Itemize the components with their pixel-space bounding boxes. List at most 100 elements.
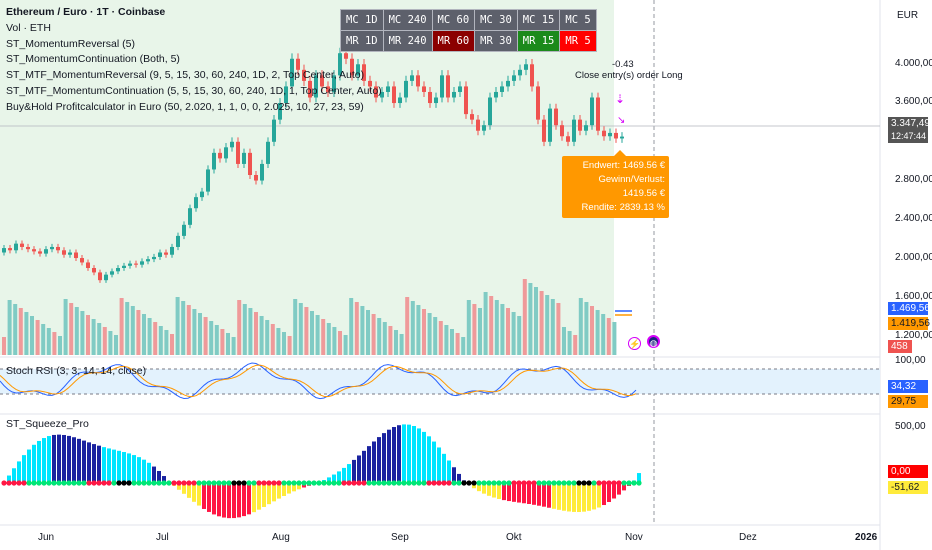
squeeze-dot (616, 480, 622, 486)
squeeze-dot (561, 480, 567, 486)
legend-item[interactable]: Vol · ETH (6, 21, 51, 34)
volume-bar (494, 300, 499, 355)
symbol-title[interactable]: Ethereum / Euro · 1T · Coinbase (6, 6, 166, 18)
candle-body (362, 64, 366, 81)
legend-item[interactable]: ST_MomentumContinuation (Both, 5) (6, 53, 180, 66)
squeeze-dot (516, 480, 522, 486)
candle-body (158, 252, 162, 257)
candle-body (98, 272, 102, 281)
legend-item[interactable]: ST_MTF_MomentumReversal (9, 5, 15, 30, 6… (6, 69, 365, 82)
volume-bar (416, 305, 421, 355)
volume-bar (338, 331, 342, 355)
candle-body (608, 132, 612, 137)
candle-body (146, 259, 150, 262)
squeeze-dot (26, 480, 32, 486)
squeeze-dot (326, 480, 332, 486)
candle-body (560, 125, 564, 137)
squeeze-dot (21, 480, 27, 486)
volume-bar (114, 335, 118, 355)
stoch-rsi-pane (0, 362, 880, 400)
squeeze-dot (436, 480, 442, 486)
candle-body (38, 251, 42, 254)
indicator-legend: Ethereum / Euro · 1T · Coinbase Vol · ET… (6, 5, 382, 116)
candle-body (92, 268, 96, 273)
mtf-cell: MC 15 (516, 9, 561, 31)
volume-bar (282, 332, 286, 355)
globe-icon[interactable]: ◍ (647, 335, 660, 348)
volume-bar (209, 321, 214, 355)
candle-body (584, 125, 588, 131)
squeeze-bar (527, 483, 531, 504)
mtf-cell: MC 30 (474, 9, 518, 31)
volume-bar (584, 302, 589, 355)
squeeze-bar (72, 437, 76, 483)
volume-bar (612, 322, 617, 355)
volume-bar (74, 307, 79, 355)
volume-bar (164, 330, 169, 355)
squeeze-bar (247, 483, 251, 515)
volume-bar (567, 331, 572, 355)
volume-bar (478, 308, 482, 355)
volume-bar (539, 291, 544, 355)
squeeze-bar (142, 459, 146, 483)
volume-bar (427, 313, 432, 355)
candle-body (116, 268, 120, 272)
candle-body (200, 191, 204, 198)
volume-bar (153, 322, 158, 355)
volume-bar (601, 314, 606, 355)
volume-bar (360, 306, 365, 355)
squeeze-bar (402, 424, 406, 483)
candle-body (140, 261, 144, 265)
volume-bar (181, 301, 186, 355)
volume-bar (158, 326, 163, 355)
candle-body (182, 224, 186, 236)
squeeze-dot (466, 480, 472, 486)
squeeze-bar (122, 452, 126, 483)
x-tick: 2026 (855, 532, 878, 543)
candle-body (314, 75, 318, 98)
squeeze-bar (292, 483, 296, 492)
squeeze-title[interactable]: ST_Squeeze_Pro (6, 418, 89, 430)
squeeze-bar (522, 483, 526, 504)
squeeze-dot (376, 480, 382, 486)
squeeze-dot (121, 480, 127, 486)
candle-body (620, 136, 624, 139)
mtf-cell: MR 15 (516, 30, 561, 52)
volume-bar (590, 306, 594, 355)
squeeze-dot (306, 480, 312, 486)
volume-bar (522, 279, 527, 355)
volume-bar (343, 335, 348, 355)
squeeze-bar (97, 445, 101, 483)
squeeze-bar (607, 483, 611, 503)
volume-bar (192, 309, 197, 355)
candle-body (494, 91, 498, 98)
squeeze-dot (6, 480, 12, 486)
candle-body (482, 125, 486, 131)
squeeze-bar (162, 476, 166, 483)
legend-item[interactable]: Buy&Hold Profitcalculator in Euro (50, 2… (6, 100, 364, 113)
squeeze-dot (331, 480, 337, 486)
legend-item[interactable]: ST_MomentumReversal (5) (6, 37, 135, 50)
squeeze-dot (181, 480, 187, 486)
legend-item[interactable]: ST_MTF_MomentumContinuation (5, 5, 15, 3… (6, 84, 382, 97)
lightning-icon[interactable]: ⚡ (628, 337, 641, 350)
squeeze-dot (556, 480, 562, 486)
squeeze-dot (586, 480, 592, 486)
volume-bar (7, 300, 12, 355)
squeeze-bar (362, 450, 366, 483)
squeeze-bar (567, 483, 571, 512)
squeeze-dot (336, 480, 342, 486)
squeeze-bar (562, 483, 566, 511)
squeeze-bar (62, 434, 66, 483)
squeeze-dot (381, 480, 387, 486)
volume-bar (298, 303, 303, 355)
squeeze-dot (366, 480, 372, 486)
volume-bar (550, 299, 555, 355)
squeeze-bar (52, 434, 56, 483)
pnl-endwert: Endwert: 1469.56 € (582, 160, 665, 171)
squeeze-dot (536, 480, 542, 486)
squeeze-dot (601, 480, 607, 486)
candle-body (8, 248, 12, 251)
rsi-title[interactable]: Stoch RSI (3, 3, 14, 14, close) (6, 365, 147, 377)
